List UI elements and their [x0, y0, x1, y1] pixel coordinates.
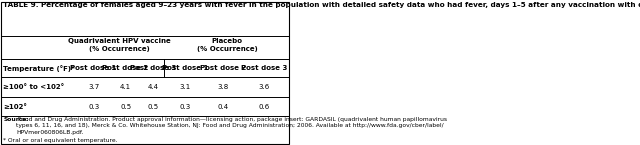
Text: ≥100° to <102°: ≥100° to <102° [3, 84, 64, 90]
Text: Food and Drug Administration. Product approval information—licensing action, pac: Food and Drug Administration. Product ap… [16, 117, 447, 135]
Text: 4.1: 4.1 [120, 84, 131, 90]
Text: * Oral or oral equivalent temperature.: * Oral or oral equivalent temperature. [3, 138, 118, 143]
Text: 3.1: 3.1 [180, 84, 191, 90]
Text: 0.5: 0.5 [147, 104, 158, 110]
Text: ≥102°: ≥102° [3, 104, 27, 110]
Text: 3.8: 3.8 [218, 84, 228, 90]
Text: 0.6: 0.6 [259, 104, 269, 110]
Text: Post dose 2: Post dose 2 [200, 65, 246, 71]
Text: Placebo
(% Occurrence): Placebo (% Occurrence) [197, 38, 258, 52]
Text: 0.4: 0.4 [218, 104, 228, 110]
Text: 3.6: 3.6 [259, 84, 269, 90]
Text: Post dose 3: Post dose 3 [129, 65, 176, 71]
FancyBboxPatch shape [1, 2, 289, 144]
Text: 3.7: 3.7 [88, 84, 99, 90]
Text: Post dose 2: Post dose 2 [102, 65, 148, 71]
Text: 0.3: 0.3 [180, 104, 191, 110]
Text: 0.5: 0.5 [120, 104, 131, 110]
Text: Post dose 3: Post dose 3 [241, 65, 287, 71]
Text: 4.4: 4.4 [147, 84, 158, 90]
Text: Post dose 1: Post dose 1 [162, 65, 209, 71]
Text: Post dose 1: Post dose 1 [70, 65, 117, 71]
Text: Temperature (°F)*: Temperature (°F)* [3, 65, 75, 72]
Text: 0.3: 0.3 [88, 104, 99, 110]
Text: Source:: Source: [3, 117, 29, 122]
Text: TABLE 9. Percentage of females aged 9–23 years with fever in the population with: TABLE 9. Percentage of females aged 9–23… [3, 2, 640, 8]
Text: Quadrivalent HPV vaccine
(% Occurrence): Quadrivalent HPV vaccine (% Occurrence) [68, 38, 171, 52]
